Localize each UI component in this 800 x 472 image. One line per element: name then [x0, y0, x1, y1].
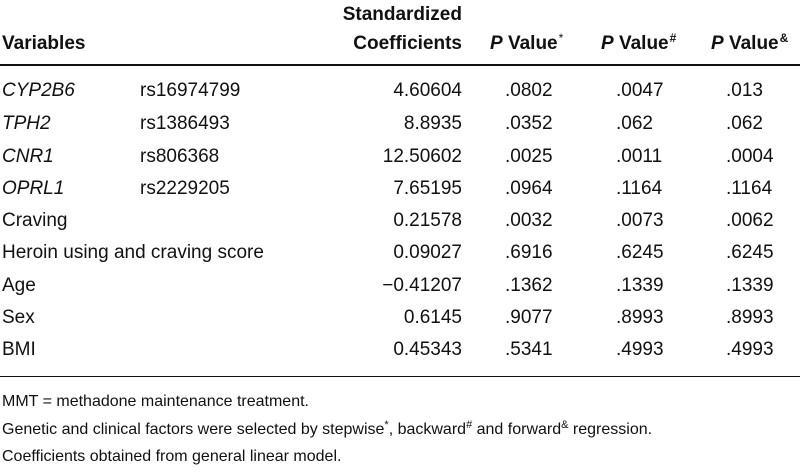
forward-mark: &: [779, 31, 789, 45]
row-p-forward: .062: [726, 113, 763, 134]
stepwise-mark: *: [558, 31, 564, 45]
row-p-forward: .1164: [726, 178, 773, 199]
row-coefficient: 4.60604: [393, 80, 462, 101]
stepwise-mark: *: [384, 419, 389, 431]
row-p-backward: .0047: [616, 80, 664, 101]
row-p-forward: .4993: [726, 339, 774, 360]
row-variable: TPH2: [2, 113, 51, 134]
backward-mark: #: [466, 419, 473, 431]
footnote-model: Coefficients obtained from general linea…: [2, 448, 342, 465]
header-p-value-forward: P Value&: [711, 31, 789, 55]
row-snp: rs806368: [140, 146, 220, 167]
value-word: Value: [618, 33, 669, 54]
row-p-forward: .013: [726, 80, 763, 101]
selection-text-c: and forward: [472, 421, 562, 438]
row-p-backward: .0011: [616, 146, 663, 167]
p-letter: P: [490, 33, 503, 54]
row-p-stepwise: .1362: [505, 275, 553, 296]
row-p-stepwise: .0025: [505, 146, 553, 167]
header-p-value-backward: P Value#: [601, 31, 677, 55]
row-p-backward: .8993: [616, 307, 664, 328]
row-p-stepwise: .0032: [505, 210, 553, 231]
selection-text-d: regression.: [568, 421, 653, 438]
row-variable: CYP2B6: [2, 80, 75, 101]
row-variable: Age: [2, 275, 36, 296]
forward-mark: &: [561, 419, 569, 431]
row-coefficient: 0.6145: [403, 307, 462, 328]
row-snp: rs1386493: [140, 113, 230, 134]
selection-text-a: Genetic and clinical factors were select…: [2, 421, 385, 438]
row-p-backward: .1339: [616, 275, 664, 296]
row-coefficient: 7.65195: [393, 178, 462, 199]
row-variable: Sex: [2, 307, 35, 328]
row-variable: CNR1: [2, 146, 54, 167]
row-coefficient: 8.8935: [403, 113, 462, 134]
p-letter: P: [601, 33, 614, 54]
row-p-stepwise: .6916: [505, 242, 553, 263]
row-p-backward: .062: [616, 113, 653, 134]
footnote-abbreviation: MMT = methadone maintenance treatment.: [2, 393, 309, 410]
row-variable: Craving: [2, 210, 68, 231]
row-p-stepwise: .0352: [505, 113, 553, 134]
row-p-forward: .6245: [726, 242, 774, 263]
header-rule: [0, 64, 800, 66]
header-std-coef-line1: Standardized: [342, 4, 462, 25]
row-coefficient: 0.21578: [393, 210, 462, 231]
row-snp: rs16974799: [140, 80, 241, 101]
row-p-stepwise: .9077: [505, 307, 553, 328]
row-variable: BMI: [2, 339, 36, 360]
row-coefficient: −0.41207: [382, 275, 462, 296]
row-p-forward: .1339: [726, 275, 774, 296]
row-p-stepwise: .0802: [505, 80, 553, 101]
header-std-coef-line2: Coefficients: [353, 33, 462, 54]
header-p-value-stepwise: P Value*: [490, 31, 564, 55]
row-p-backward: .6245: [616, 242, 664, 263]
row-coefficient: 12.50602: [382, 146, 462, 167]
header-variables: Variables: [2, 33, 86, 54]
p-letter: P: [711, 33, 724, 54]
footnote-selection: Genetic and clinical factors were select…: [2, 419, 653, 439]
row-p-forward: .8993: [726, 307, 774, 328]
row-variable: Heroin using and craving score: [2, 242, 264, 263]
row-snp: rs2229205: [140, 178, 230, 199]
row-p-backward: .4993: [616, 339, 664, 360]
value-word: Value: [728, 33, 779, 54]
value-word: Value: [507, 33, 558, 54]
row-p-backward: .0073: [616, 210, 664, 231]
row-p-stepwise: .5341: [505, 339, 553, 360]
row-coefficient: 0.09027: [393, 242, 462, 263]
row-p-backward: .1164: [616, 178, 663, 199]
table-bottom-rule: [0, 376, 800, 377]
backward-mark: #: [669, 31, 677, 45]
selection-text-b: , backward: [388, 421, 467, 438]
row-p-forward: .0004: [726, 146, 774, 167]
row-coefficient: 0.45343: [393, 339, 462, 360]
row-variable: OPRL1: [2, 178, 65, 199]
row-p-forward: .0062: [726, 210, 774, 231]
row-p-stepwise: .0964: [505, 178, 553, 199]
